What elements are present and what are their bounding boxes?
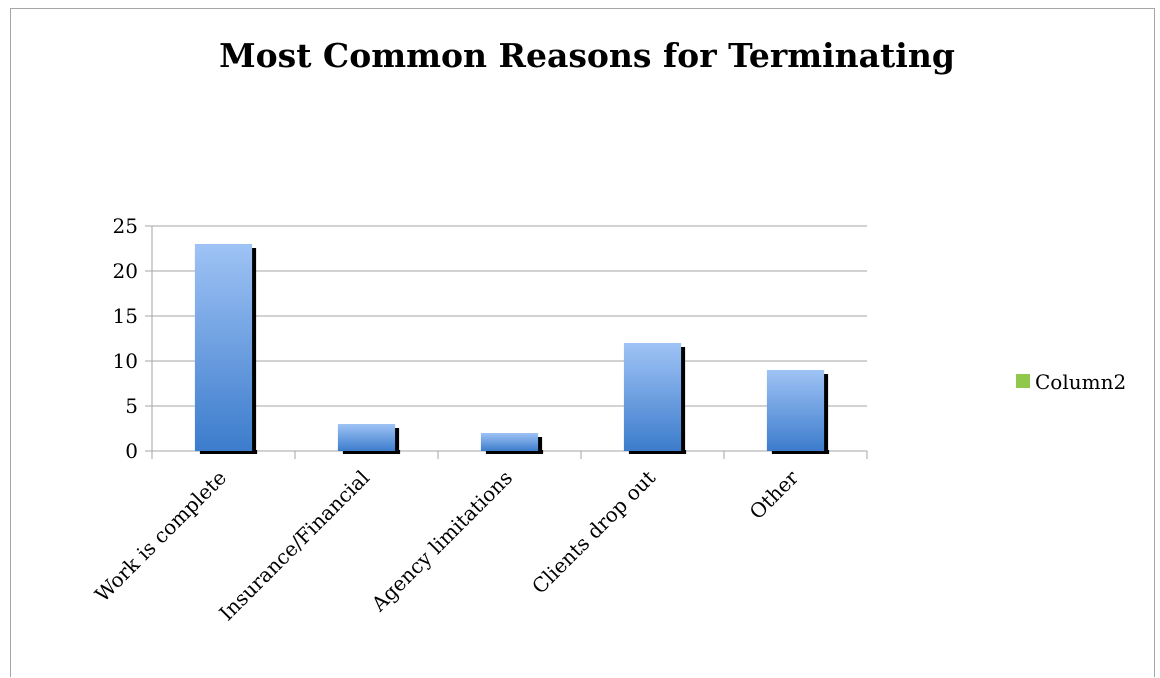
bar-shadow-side: [537, 437, 543, 454]
y-tick-label: 25: [113, 214, 138, 238]
bar-shadow-base: [199, 450, 258, 454]
x-category-label: Other: [745, 465, 804, 524]
bar-shadow-side: [394, 428, 400, 454]
bar: [623, 343, 682, 451]
bar-shadow-side: [823, 374, 829, 454]
chart-svg: Most Common Reasons for Terminating 0 5 10…: [90, 36, 1126, 626]
chart-title: Most Common Reasons for Terminating: [219, 36, 955, 75]
y-tick-label: 15: [113, 304, 138, 328]
legend: Column2: [1016, 370, 1126, 394]
bars: [194, 244, 830, 454]
bar-shadow-base: [342, 450, 401, 454]
y-tick-label: 10: [113, 349, 138, 373]
bar: [480, 433, 539, 451]
x-category-label: Insurance/Financial: [214, 466, 374, 626]
bar-shadow-side: [680, 347, 686, 454]
bar-shadow-base: [771, 450, 830, 454]
bar-shadow-side: [251, 248, 257, 454]
y-tick-label: 20: [113, 259, 138, 283]
bar: [766, 370, 825, 451]
x-category-label: Work is complete: [90, 466, 231, 607]
x-category-label: Clients drop out: [527, 466, 660, 599]
gridlines: [152, 225, 867, 407]
legend-swatch: [1016, 374, 1030, 388]
chart-frame: Most Common Reasons for Terminating 0 5 10…: [10, 8, 1155, 677]
bar-shadow-base: [485, 450, 544, 454]
y-tick-label: 0: [125, 439, 138, 463]
bar-shadow-base: [628, 450, 687, 454]
legend-label: Column2: [1035, 370, 1126, 394]
bar: [194, 244, 253, 451]
x-category-label: Agency limitations: [366, 466, 517, 617]
bar: [337, 424, 396, 451]
y-tick-label: 5: [125, 394, 138, 418]
